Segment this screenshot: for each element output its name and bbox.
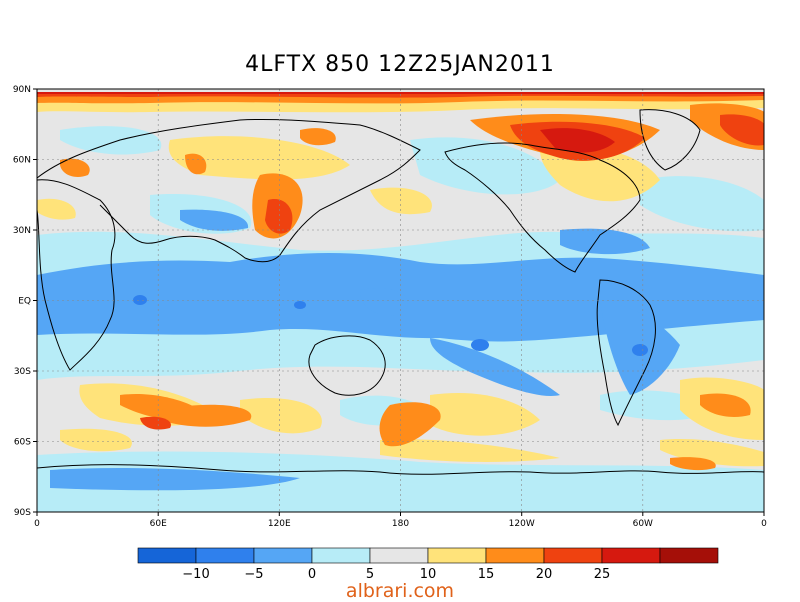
colorbar-tick-label: 20: [536, 567, 553, 582]
continent-outlines: [37, 109, 764, 475]
lon-label-120w: 120W: [509, 519, 535, 529]
lat-label-30s: 30S: [14, 367, 31, 377]
lat-label-90s: 90S: [14, 508, 31, 518]
lat-label-eq: EQ: [18, 297, 31, 307]
outline-antarctica: [37, 464, 764, 475]
lat-label-90n: 90N: [13, 85, 31, 95]
colorbar-tick-label: 5: [366, 567, 374, 582]
lat-label-60s: 60S: [14, 438, 31, 448]
colorbar-swatch: [659, 547, 719, 564]
colorbar-tick-label: 25: [594, 567, 611, 582]
field-band-25-30: [37, 92, 764, 153]
outline-greenland: [639, 109, 701, 171]
lon-labels: 0 60E 120E 180 120W 60W 0: [34, 519, 767, 529]
outline-australia: [308, 335, 386, 396]
colorbar-swatch: [427, 547, 487, 564]
lon-label-60e: 60E: [150, 519, 167, 529]
colorbar-swatch: [195, 547, 255, 564]
outline-north-america: [444, 142, 641, 273]
lat-labels: 90N 60N 30N EQ 30S 60S 90S: [13, 85, 31, 518]
outline-south-america: [596, 279, 656, 427]
lon-label-0-east-edge: 0: [761, 519, 767, 529]
colorbar-tick-label: 0: [308, 567, 316, 582]
field-band-minus10-minus5: [133, 295, 648, 356]
colorbar-swatch: [137, 547, 197, 564]
colorbar-swatch: [543, 547, 603, 564]
colorbar-swatch: [311, 547, 371, 564]
colorbar-swatch: [253, 547, 313, 564]
watermark: albrari.com: [345, 580, 455, 602]
colorbar: −10 −5 0 5 10 15 20 25: [137, 547, 719, 582]
lat-label-60n: 60N: [13, 156, 31, 166]
colorbar-tick-label: −10: [182, 567, 209, 582]
colorbar-tick-label: −5: [244, 567, 263, 582]
outline-eurasia: [37, 118, 421, 263]
colorbar-swatch: [485, 547, 545, 564]
lon-label-180: 180: [392, 519, 409, 529]
outline-africa: [37, 179, 116, 371]
lon-label-60w: 60W: [633, 519, 653, 529]
graticule: [37, 89, 764, 512]
colorbar-swatch: [369, 547, 429, 564]
lon-label-0: 0: [34, 519, 40, 529]
field-band-minus5-0: [37, 209, 764, 491]
lat-label-30n: 30N: [13, 226, 31, 236]
lon-label-120e: 120E: [268, 519, 291, 529]
colorbar-tick-label: 15: [478, 567, 495, 582]
map-title: 4LFTX 850 12Z25JAN2011: [245, 52, 555, 77]
colorbar-swatch: [601, 547, 661, 564]
colorbar-tick-label: 10: [420, 567, 437, 582]
